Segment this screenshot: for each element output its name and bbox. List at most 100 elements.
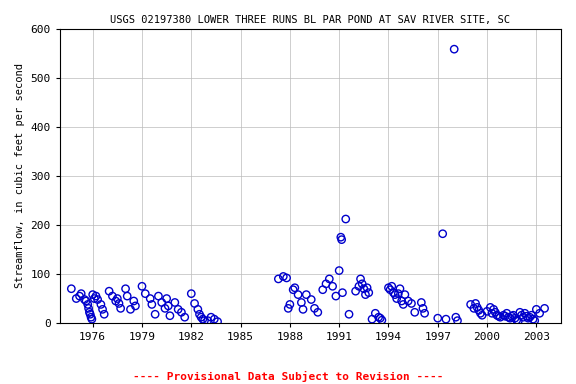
Point bbox=[96, 301, 105, 308]
Point bbox=[532, 306, 541, 313]
Point bbox=[404, 298, 413, 304]
Point bbox=[113, 295, 122, 301]
Point bbox=[190, 300, 199, 306]
Point bbox=[397, 298, 406, 304]
Point bbox=[501, 313, 510, 319]
Point bbox=[389, 290, 398, 296]
Point bbox=[420, 310, 429, 316]
Point bbox=[528, 316, 537, 322]
Point bbox=[418, 305, 427, 311]
Point bbox=[147, 301, 157, 308]
Point bbox=[206, 314, 215, 320]
Point bbox=[274, 276, 283, 282]
Point bbox=[351, 288, 360, 294]
Point bbox=[441, 316, 450, 322]
Point bbox=[392, 295, 401, 301]
Point bbox=[200, 318, 209, 324]
Point bbox=[85, 309, 94, 315]
Point bbox=[318, 286, 327, 293]
Point bbox=[325, 276, 334, 282]
Title: USGS 02197380 LOWER THREE RUNS BL PAR POND AT SAV RIVER SITE, SC: USGS 02197380 LOWER THREE RUNS BL PAR PO… bbox=[111, 15, 510, 25]
Point bbox=[180, 314, 190, 320]
Point bbox=[377, 317, 386, 323]
Point bbox=[453, 318, 462, 324]
Point bbox=[83, 301, 92, 308]
Point bbox=[344, 311, 354, 317]
Point bbox=[173, 306, 183, 313]
Point bbox=[525, 314, 535, 320]
Point bbox=[341, 216, 350, 222]
Point bbox=[160, 305, 169, 311]
Point bbox=[507, 313, 516, 319]
Point bbox=[93, 296, 102, 303]
Point bbox=[86, 314, 96, 320]
Point bbox=[336, 234, 346, 240]
Point bbox=[282, 275, 291, 281]
Point bbox=[123, 293, 132, 299]
Point bbox=[438, 231, 448, 237]
Point bbox=[290, 285, 300, 291]
Point bbox=[297, 300, 306, 306]
Point bbox=[82, 298, 91, 304]
Point bbox=[487, 310, 497, 316]
Point bbox=[362, 285, 372, 291]
Point bbox=[491, 309, 500, 315]
Point bbox=[400, 291, 410, 298]
Point bbox=[164, 303, 173, 309]
Point bbox=[474, 307, 483, 313]
Point bbox=[512, 317, 521, 323]
Point bbox=[150, 311, 160, 317]
Point bbox=[471, 300, 480, 306]
Point bbox=[451, 314, 460, 320]
Point bbox=[489, 306, 498, 313]
Point bbox=[359, 286, 369, 292]
Point bbox=[486, 304, 495, 310]
Point bbox=[535, 310, 544, 316]
Point bbox=[509, 312, 518, 318]
Point bbox=[399, 301, 408, 308]
Point bbox=[121, 286, 130, 292]
Point bbox=[502, 310, 511, 316]
Point bbox=[469, 305, 479, 311]
Point bbox=[146, 295, 155, 301]
Point bbox=[115, 300, 124, 306]
Point bbox=[331, 293, 340, 299]
Point bbox=[104, 288, 113, 294]
Point bbox=[367, 316, 377, 322]
Point bbox=[356, 276, 365, 282]
Point bbox=[77, 291, 86, 297]
Point bbox=[71, 295, 81, 301]
Point bbox=[510, 315, 520, 321]
Point bbox=[157, 300, 166, 306]
Point bbox=[298, 306, 308, 313]
Point bbox=[371, 310, 380, 316]
Point bbox=[213, 319, 222, 325]
Point bbox=[67, 286, 76, 292]
Point bbox=[516, 309, 525, 315]
Point bbox=[283, 305, 293, 311]
Point bbox=[337, 237, 346, 243]
Point bbox=[108, 293, 117, 299]
Point bbox=[354, 283, 363, 290]
Point bbox=[196, 314, 206, 320]
Point bbox=[170, 300, 180, 306]
Point bbox=[466, 301, 475, 308]
Point bbox=[410, 309, 419, 315]
Point bbox=[313, 309, 323, 315]
Point bbox=[376, 315, 385, 321]
Point bbox=[90, 295, 99, 301]
Point bbox=[495, 314, 505, 320]
Point bbox=[289, 286, 298, 293]
Point bbox=[116, 305, 125, 311]
Point bbox=[88, 291, 97, 298]
Point bbox=[524, 315, 533, 321]
Point bbox=[506, 315, 515, 321]
Point bbox=[517, 312, 526, 318]
Point bbox=[165, 313, 175, 319]
Point bbox=[111, 298, 120, 304]
Point bbox=[361, 291, 370, 298]
Point bbox=[162, 295, 171, 301]
Point bbox=[494, 313, 503, 319]
Point bbox=[384, 285, 393, 291]
Point bbox=[530, 318, 539, 324]
